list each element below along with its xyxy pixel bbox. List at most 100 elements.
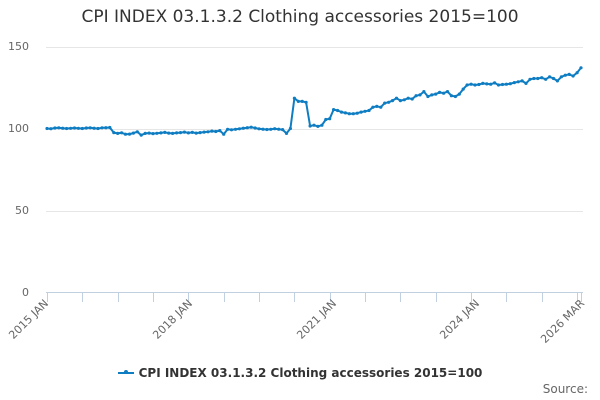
data-point[interactable] — [332, 108, 336, 112]
data-point[interactable] — [555, 79, 560, 83]
data-point[interactable] — [175, 131, 179, 135]
data-point[interactable] — [171, 131, 175, 135]
data-point[interactable] — [159, 131, 163, 135]
data-point[interactable] — [324, 117, 328, 122]
data-point[interactable] — [457, 92, 461, 96]
data-point[interactable] — [359, 110, 363, 114]
data-point[interactable] — [292, 96, 296, 100]
data-point[interactable] — [363, 109, 367, 113]
data-point[interactable] — [418, 93, 422, 97]
data-point[interactable] — [198, 131, 202, 135]
data-point[interactable] — [379, 105, 383, 109]
data-point[interactable] — [579, 66, 583, 70]
data-point[interactable] — [567, 72, 571, 76]
data-point[interactable] — [343, 111, 347, 115]
data-point[interactable] — [571, 74, 575, 78]
data-point[interactable] — [469, 82, 473, 86]
data-point[interactable] — [477, 82, 481, 87]
data-point[interactable] — [336, 108, 340, 113]
data-point[interactable] — [151, 132, 155, 136]
data-point[interactable] — [226, 127, 230, 131]
data-point[interactable] — [347, 112, 351, 116]
data-point[interactable] — [528, 77, 532, 81]
data-point[interactable] — [194, 131, 198, 135]
data-point[interactable] — [288, 126, 292, 131]
data-point[interactable] — [496, 83, 501, 87]
data-point[interactable] — [465, 83, 469, 87]
data-point[interactable] — [532, 76, 536, 81]
data-point[interactable] — [308, 124, 312, 128]
data-point[interactable] — [135, 130, 139, 134]
data-point[interactable] — [84, 126, 88, 130]
data-point[interactable] — [143, 131, 147, 135]
data-point[interactable] — [426, 94, 430, 99]
data-point[interactable] — [61, 126, 65, 130]
data-point[interactable] — [65, 126, 69, 131]
data-point[interactable] — [536, 76, 540, 81]
data-point[interactable] — [167, 131, 171, 135]
data-point[interactable] — [45, 126, 49, 131]
data-point[interactable] — [375, 104, 379, 108]
data-point[interactable] — [390, 99, 395, 103]
data-point[interactable] — [218, 129, 222, 133]
data-point[interactable] — [261, 127, 265, 131]
data-point[interactable] — [163, 130, 167, 134]
data-point[interactable] — [328, 117, 332, 121]
data-point[interactable] — [504, 82, 508, 86]
data-point[interactable] — [147, 131, 151, 135]
data-point[interactable] — [398, 99, 402, 103]
data-point[interactable] — [461, 87, 465, 91]
data-point[interactable] — [104, 126, 108, 130]
data-point[interactable] — [355, 111, 359, 115]
data-point[interactable] — [422, 90, 426, 94]
data-point[interactable] — [304, 100, 308, 104]
data-point[interactable] — [237, 127, 241, 131]
data-point[interactable] — [406, 96, 410, 100]
data-point[interactable] — [120, 131, 124, 135]
data-point[interactable] — [540, 76, 544, 80]
data-point[interactable] — [100, 126, 104, 130]
data-point[interactable] — [481, 81, 485, 85]
data-point[interactable] — [53, 126, 57, 130]
data-point[interactable] — [96, 126, 100, 131]
data-point[interactable] — [559, 75, 564, 79]
data-point[interactable] — [222, 132, 226, 136]
data-point[interactable] — [520, 79, 524, 83]
data-point[interactable] — [316, 124, 320, 128]
data-point[interactable] — [414, 94, 418, 98]
data-point[interactable] — [434, 92, 438, 96]
data-point[interactable] — [108, 125, 112, 130]
data-point[interactable] — [210, 129, 214, 133]
data-point[interactable] — [155, 131, 159, 135]
data-point[interactable] — [269, 127, 273, 131]
data-point[interactable] — [284, 131, 289, 135]
data-point[interactable] — [312, 123, 316, 127]
data-point[interactable] — [402, 98, 406, 102]
data-point[interactable] — [445, 90, 450, 94]
data-point[interactable] — [127, 132, 132, 136]
data-point[interactable] — [512, 81, 516, 85]
data-point[interactable] — [524, 81, 528, 85]
data-point[interactable] — [112, 131, 116, 135]
data-point[interactable] — [69, 126, 73, 130]
data-point[interactable] — [76, 126, 80, 130]
data-point[interactable] — [241, 126, 245, 130]
data-point[interactable] — [548, 75, 552, 79]
data-point[interactable] — [442, 91, 446, 95]
data-point[interactable] — [139, 133, 143, 137]
data-point[interactable] — [383, 101, 387, 105]
data-point[interactable] — [551, 76, 556, 81]
data-point[interactable] — [116, 131, 120, 135]
data-point[interactable] — [253, 126, 257, 130]
data-point[interactable] — [123, 132, 128, 136]
data-point[interactable] — [233, 127, 238, 131]
data-point[interactable] — [273, 127, 277, 131]
data-point[interactable] — [544, 77, 548, 81]
data-point[interactable] — [265, 127, 269, 132]
legend[interactable]: CPI INDEX 03.1.3.2 Clothing accessories … — [0, 366, 600, 380]
data-point[interactable] — [387, 100, 391, 104]
data-point[interactable] — [489, 82, 493, 86]
data-point[interactable] — [214, 129, 218, 134]
data-point[interactable] — [57, 126, 61, 130]
data-point[interactable] — [131, 131, 135, 135]
